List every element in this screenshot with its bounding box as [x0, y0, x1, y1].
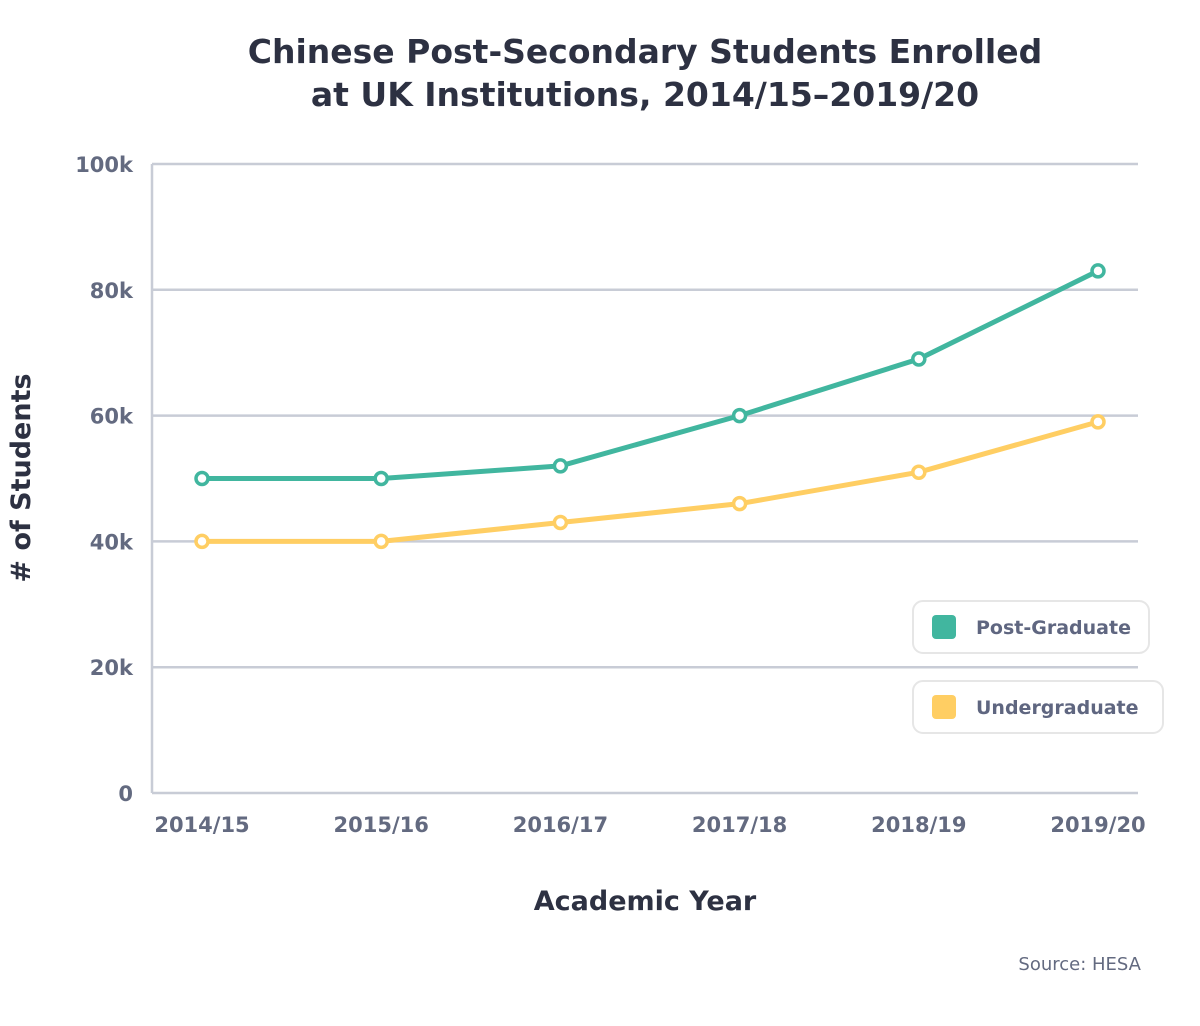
legend-box — [912, 600, 1150, 654]
y-tick-label: 20k — [90, 656, 134, 680]
chart-title-line-1: Chinese Post-Secondary Students Enrolled — [248, 32, 1042, 71]
legend-item: Undergraduate — [912, 680, 1164, 734]
legend-item: Post-Graduate — [912, 600, 1150, 654]
y-tick-label: 100k — [75, 153, 134, 177]
data-point — [911, 351, 927, 367]
x-tick-label: 2018/19 — [871, 813, 966, 837]
legend-label: Post-Graduate — [976, 617, 1131, 639]
data-point — [1090, 414, 1106, 430]
source-note: Source: HESA — [1018, 954, 1141, 975]
x-tick-label: 2014/15 — [154, 813, 249, 837]
x-tick-label: 2019/20 — [1050, 813, 1145, 837]
data-point — [373, 470, 389, 487]
y-tick-label: 80k — [90, 279, 134, 303]
chart-title-line-2: at UK Institutions, 2014/15–2019/20 — [311, 75, 979, 114]
data-point — [194, 533, 210, 550]
y-tick-label: 40k — [90, 530, 134, 554]
y-tick-label: 0 — [118, 782, 133, 806]
x-tick-label: 2015/16 — [334, 813, 429, 837]
data-point — [373, 533, 389, 550]
y-tick-label: 60k — [90, 405, 134, 429]
data-point — [552, 458, 569, 474]
data-point — [194, 470, 210, 487]
data-point — [911, 464, 927, 480]
legend-swatch — [932, 615, 956, 639]
series-line-post-graduate — [202, 268, 1100, 481]
data-point — [1090, 263, 1106, 279]
x-tick-label: 2016/17 — [513, 813, 608, 837]
legend-box — [912, 680, 1164, 734]
legend-label: Undergraduate — [976, 697, 1139, 719]
data-point — [552, 514, 569, 531]
x-axis-label: Academic Year — [534, 886, 757, 917]
data-point — [731, 407, 748, 424]
series-line-undergraduate — [202, 419, 1099, 544]
data-point — [731, 495, 748, 512]
x-tick-label: 2017/18 — [692, 813, 787, 837]
legend-swatch — [932, 695, 956, 719]
y-axis-label: # of Students — [6, 373, 37, 582]
